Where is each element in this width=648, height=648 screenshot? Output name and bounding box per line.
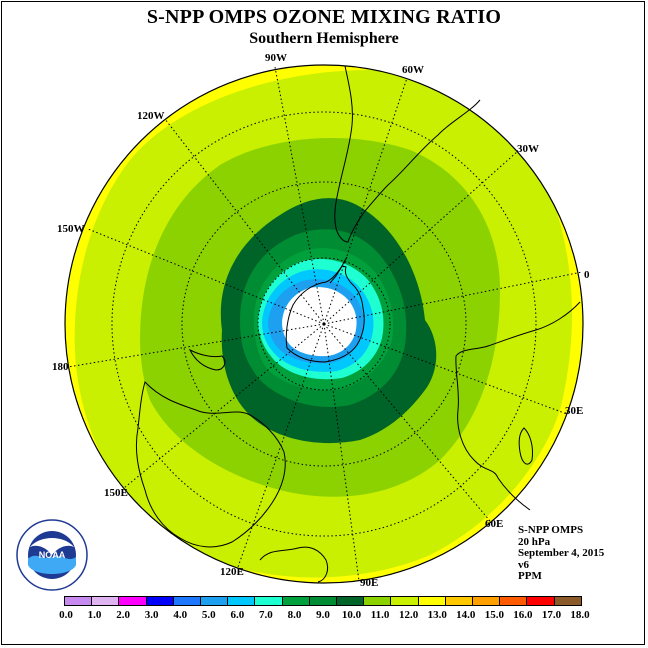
colorbar-swatch-1 — [92, 597, 120, 605]
info-level: 20 hPa — [518, 535, 551, 548]
colorbar-tick-11: 11.0 — [370, 609, 390, 621]
colorbar-swatch-3 — [146, 597, 174, 605]
colorbar-tick-12: 12.0 — [399, 609, 419, 621]
lon-label-30w: 30W — [517, 143, 539, 155]
colorbar-swatch-16 — [500, 597, 528, 605]
colorbar-swatch-2 — [119, 597, 147, 605]
lon-label-180: 180 — [52, 361, 69, 373]
map-boundary — [64, 64, 584, 584]
colorbar-tick-8: 8.0 — [287, 609, 302, 621]
colorbar-swatch-9 — [309, 597, 338, 605]
coastline-madagascar — [518, 427, 533, 465]
colorbar-tick-17: 17.0 — [541, 609, 562, 621]
lon-label-120w: 120W — [137, 110, 165, 122]
colorbar-swatch-14 — [445, 597, 474, 605]
colorbar-tick-0: 0.0 — [59, 609, 73, 621]
noaa-logo: NOAA — [16, 519, 88, 591]
colorbar-tick-15: 15.0 — [484, 609, 504, 621]
colorbar-tick-6: 6.0 — [230, 609, 245, 621]
coastline-antarctica — [285, 265, 365, 363]
colorbar-tick-14: 14.0 — [456, 609, 476, 621]
noaa-logo-text: NOAA — [39, 550, 66, 560]
colorbar-swatch-12 — [391, 597, 419, 605]
info-units: PPM — [518, 570, 542, 583]
colorbar-swatch-8 — [282, 597, 310, 605]
colorbar-tick-13: 13.0 — [427, 609, 447, 621]
map-title: S-NPP OMPS OZONE MIXING RATIO — [146, 6, 502, 28]
colorbar-swatch-6 — [228, 597, 256, 605]
colorbar-swatch-15 — [473, 597, 501, 605]
colorbar-tick-16: 16.0 — [513, 609, 533, 621]
colorbar-tick-9: 9.0 — [316, 609, 330, 621]
colorbar-swatch-18 — [554, 597, 581, 605]
coastline-antarctic-peninsula — [329, 256, 348, 284]
colorbar-swatch-5 — [201, 597, 229, 605]
coastlines — [135, 65, 581, 583]
colorbar-tick-labels: 0.0 1.0 2.0 3.0 4.0 5.0 6.0 7.0 8.0 9.0 10.0 11.0 12… — [0, 609, 648, 623]
product-info: S-NPP OMPS 20 hPa September 4, 2015 v6 P… — [518, 524, 605, 583]
colorbar-swatch-4 — [173, 597, 202, 605]
map-subtitle: Southern Hemisphere — [249, 30, 399, 47]
lon-label-60e: 60E — [485, 518, 504, 530]
coastline-africa — [455, 301, 581, 511]
colorbar — [64, 596, 582, 606]
colorbar-swatch-7 — [255, 597, 283, 605]
colorbar-tick-1: 1.0 — [87, 609, 102, 621]
info-instrument: S-NPP OMPS — [518, 524, 584, 536]
coastline-new-zealand — [188, 348, 226, 371]
lon-label-0: 0 — [584, 269, 590, 281]
coastline-south-america — [334, 65, 481, 243]
lon-label-150e: 150E — [104, 487, 128, 499]
colorbar-tick-18: 18.0 — [570, 609, 590, 621]
colorbar-swatch-0 — [65, 597, 93, 605]
info-date: September 4, 2015 — [518, 547, 605, 560]
colorbar-swatch-13 — [418, 597, 446, 605]
lon-label-150w: 150W — [57, 223, 85, 235]
colorbar-swatch-17 — [527, 597, 555, 605]
colorbar-tick-10: 10.0 — [341, 609, 362, 621]
colorbar-tick-4: 4.0 — [173, 609, 188, 621]
colorbar-tick-5: 5.0 — [201, 609, 216, 621]
colorbar-tick-7: 7.0 — [259, 609, 273, 621]
colorbar-swatch-11 — [364, 597, 392, 605]
lon-label-30e: 30E — [565, 405, 584, 417]
colorbar-tick-2: 2.0 — [116, 609, 130, 621]
colorbar-tick-3: 3.0 — [144, 609, 159, 621]
lon-label-90w: 90W — [265, 52, 287, 64]
south-pole-marker — [322, 322, 326, 326]
coastline-australia — [135, 381, 286, 548]
coastline-southeast-asia — [259, 546, 329, 583]
info-version: v6 — [518, 558, 529, 571]
colorbar-swatch-10 — [337, 597, 365, 605]
lon-label-60w: 60W — [402, 64, 424, 76]
lon-label-120e: 120E — [220, 566, 244, 578]
lon-label-90e: 90E — [360, 577, 379, 589]
